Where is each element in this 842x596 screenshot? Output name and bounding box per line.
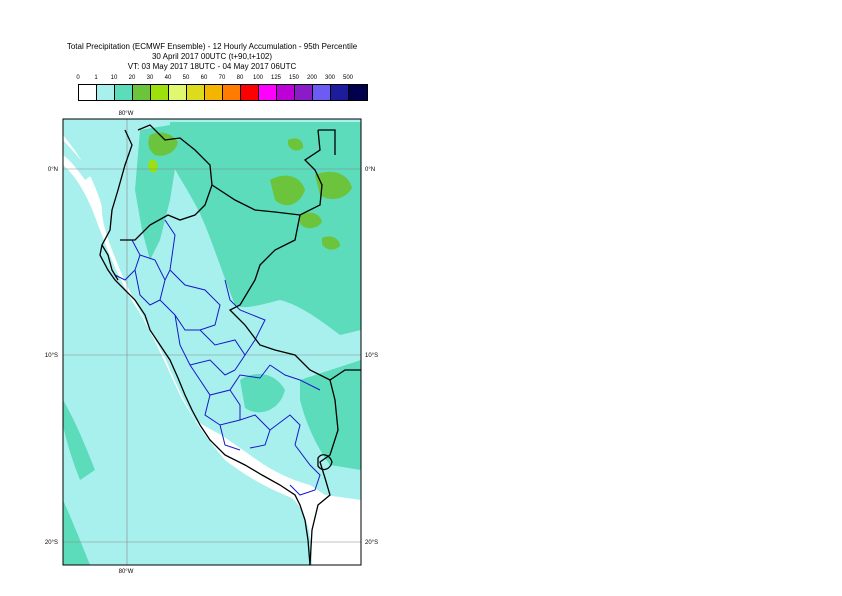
legend-tick-label: 0 [76,75,80,81]
ocean-precip-patch [63,400,95,480]
legend-tick-label: 125 [270,75,282,81]
legend-swatch [97,85,115,100]
map-title: Total Precipitation (ECMWF Ensemble) - 1… [0,42,424,72]
legend-swatch [331,85,349,100]
legend-tick-label: 300 [324,75,336,81]
lat-label-right-20s: 20°S [365,540,378,546]
legend-swatch [259,85,277,100]
title-line-3: VT: 03 May 2017 18UTC - 04 May 2017 06UT… [127,62,297,71]
legend-tick-label: 50 [182,75,190,81]
legend-swatch [79,85,97,100]
legend-labels: 0 1 10 20 30 40 50 60 70 80 100 125 150 200 300 500 [76,75,353,84]
map-area [63,119,361,565]
legend-swatch [313,85,331,100]
legend-swatch [277,85,295,100]
legend-tick-label: 80 [236,75,244,81]
legend-tick-label: 150 [288,75,300,81]
lon-label-bottom: 80°W [119,569,134,575]
legend-tick-label: 60 [200,75,208,81]
legend-tick-label: 70 [218,75,226,81]
legend-swatch [115,85,133,100]
legend-tick-label: 40 [164,75,172,81]
legend-tick-label: 30 [146,75,154,81]
ocean-patch [63,140,92,180]
precip-patch-1 [240,374,285,413]
precip-10-20-north [170,122,361,335]
legend-swatch [241,85,259,100]
precip-20-30-patch-2 [270,175,305,206]
precip-10-20-andes [135,125,178,260]
legend-swatch [349,85,367,100]
precip-20-30-patch-6 [288,138,304,151]
lat-label-right-0: 0°N [365,167,375,173]
lat-label-right-10s: 10°S [365,353,378,359]
legend-swatch [223,85,241,100]
legend-swatch [151,85,169,100]
legend-swatch [187,85,205,100]
lat-label-left-0: 0°N [48,167,58,173]
legend-tick-label: 100 [252,75,264,81]
legend-tick-label: 10 [110,75,118,81]
lon-label-top: 80°W [119,111,134,117]
title-line-1: Total Precipitation (ECMWF Ensemble) - 1… [66,42,358,51]
ocean-band [63,400,150,565]
legend-tick-label: 500 [342,75,354,81]
legend-tick-label: 200 [306,75,318,81]
legend-swatch [169,85,187,100]
lat-label-left-10s: 10°S [45,353,58,359]
map-frame [62,118,362,566]
precip-20-30-patch-4 [300,212,322,229]
precip-20-30-patch-5 [322,236,340,250]
precip-20-30-patch-1 [148,132,178,156]
country-boundaries [99,124,361,565]
legend-tick-label: 1 [94,75,98,81]
color-legend: 0 1 10 20 30 40 50 60 70 80 100 125 150 200 300 500 [76,75,368,105]
legend-swatch [205,85,223,100]
legend-boxes [78,84,368,101]
precip-20-30-patch-3 [315,171,352,200]
legend-swatch [133,85,151,100]
legend-tick-label: 20 [128,75,136,81]
legend-swatch [295,85,313,100]
lat-label-left-20s: 20°S [45,540,58,546]
dry-ocean-zone [63,135,361,565]
title-line-2: 30 April 2017 00UTC (t+90,t+102) [151,52,273,61]
ocean-precip-south [63,500,90,565]
